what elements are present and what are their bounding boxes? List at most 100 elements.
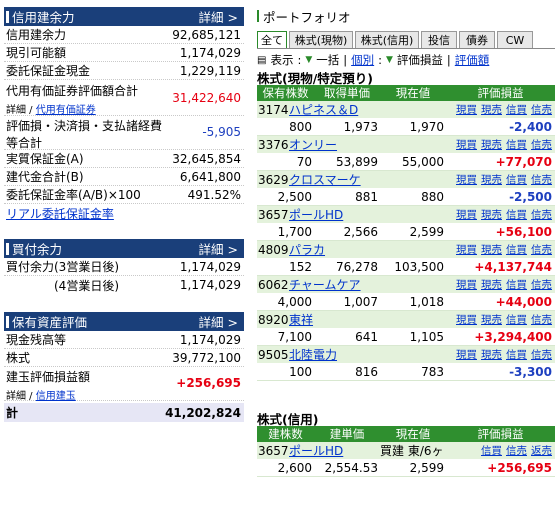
stock-item: 3376 オンリー 現買 現売 信買 信売 70 53,899 55,000 +77,070 — [257, 136, 555, 171]
stock-name-link[interactable]: ポールHD — [289, 444, 344, 458]
real-margin-rate-row: リアル委託保証金率 — [4, 204, 244, 222]
info-label: 建代金合計(B) — [6, 170, 84, 184]
cash-sell-link[interactable]: 現売 — [481, 139, 502, 151]
margin-sell-link[interactable]: 信売 — [531, 314, 552, 326]
margin-buy-link[interactable]: 信買 — [506, 314, 527, 326]
tab-bond[interactable]: 債券 — [459, 31, 495, 48]
stock-name-link[interactable]: オンリー — [289, 138, 338, 152]
stock-price: 103,500 — [394, 259, 444, 274]
margin-sell-link[interactable]: 信売 — [531, 349, 552, 361]
buying-power-value: 1,174,029 — [179, 278, 241, 292]
close-sell-link[interactable]: 返売 — [531, 445, 552, 457]
credit-capacity-title: 信用建余力 — [12, 10, 75, 25]
info-row: 委託保証金現金 1,229,119 — [4, 62, 244, 80]
display-label: 表示 — [270, 53, 294, 67]
stock-name-link[interactable]: 北陸電力 — [289, 348, 338, 362]
margin-buy-link[interactable]: 信買 — [506, 349, 527, 361]
stock-name-link[interactable]: クロスマーケ — [289, 173, 361, 187]
holdings-header: 保有資産評価 詳細 > — [4, 312, 244, 331]
cash-sell-link[interactable]: 現売 — [481, 314, 502, 326]
cash-buy-link[interactable]: 現買 — [456, 349, 477, 361]
position-cost: 2,554.53 — [324, 460, 378, 475]
real-margin-rate-link[interactable]: リアル委託保証金率 — [6, 206, 114, 221]
buying-detail-link[interactable]: 詳細 > — [198, 242, 238, 257]
margin-buy-link[interactable]: 信買 — [506, 174, 527, 186]
stock-pl: +56,100 — [495, 224, 552, 239]
stock-code: 6062 — [258, 277, 289, 292]
stock-name-link[interactable]: ハピネス＆D — [289, 103, 359, 117]
cash-sell-link[interactable]: 現売 — [481, 104, 502, 116]
amount-link[interactable]: 評価額 — [454, 53, 490, 67]
buying-power-label: (4営業日後) — [54, 278, 119, 293]
tab-cash-stock[interactable]: 株式(現物) — [289, 31, 353, 48]
stock-cost: 881 — [355, 189, 378, 204]
holdings-row: 現金残高等 1,174,029 — [4, 331, 244, 349]
stock-name-link[interactable]: パラカ — [289, 243, 326, 257]
tab-margin-stock[interactable]: 株式(信用) — [355, 31, 419, 48]
margin-buy-link[interactable]: 信買 — [481, 445, 502, 457]
title-bar-icon — [257, 10, 259, 22]
position-pl-label: 建玉評価損益額 — [6, 370, 91, 384]
margin-buy-link[interactable]: 信買 — [506, 104, 527, 116]
margin-sell-link[interactable]: 信売 — [531, 174, 552, 186]
position-detail-text: 詳細 / — [6, 391, 36, 402]
cash-sell-link[interactable]: 現売 — [481, 349, 502, 361]
cash-buy-link[interactable]: 現買 — [456, 104, 477, 116]
header-bar-icon — [6, 315, 9, 328]
all-link[interactable]: 一括 — [316, 53, 340, 67]
securities-detail-link[interactable]: 代用有価証券 — [35, 105, 96, 116]
stock-item: 6062 チャームケア 現買 現売 信買 信売 4,000 1,007 1,018 +44,000 — [257, 276, 555, 311]
margin-sell-link[interactable]: 信売 — [531, 139, 552, 151]
margin-buy-link[interactable]: 信買 — [506, 279, 527, 291]
margin-sell-link[interactable]: 信売 — [531, 244, 552, 256]
cash-buy-link[interactable]: 現買 — [456, 279, 477, 291]
cash-buy-link[interactable]: 現買 — [456, 314, 477, 326]
pl-link[interactable]: 評価損益 — [396, 53, 443, 67]
losses-expenses-label-2: 等合計 — [6, 136, 43, 150]
margin-buy-link[interactable]: 信買 — [506, 209, 527, 221]
holdings-title: 保有資産評価 — [12, 315, 88, 330]
stock-qty: 4,000 — [277, 294, 312, 309]
margin-stock-item: 3657 ポールHD 買建 東/6ヶ 信買 信売 返売 2,600 2,554.… — [257, 442, 555, 477]
position-pl: +256,695 — [487, 460, 552, 475]
cash-sell-link[interactable]: 現売 — [481, 279, 502, 291]
holdings-value: 39,772,100 — [172, 350, 241, 365]
stock-name-link[interactable]: ポールHD — [289, 208, 344, 222]
tab-fund[interactable]: 投信 — [421, 31, 457, 48]
info-row: 建代金合計(B) 6,641,800 — [4, 168, 244, 186]
info-label: 信用建余力 — [6, 28, 67, 42]
info-label: 現引可能額 — [6, 46, 67, 60]
margin-position-link[interactable]: 信用建玉 — [35, 391, 76, 402]
tab-cw[interactable]: CW — [497, 31, 533, 48]
losses-expenses-row: 評価損・決済損・支払諸経費 等合計 -5,905 — [4, 116, 244, 150]
stock-pl: -3,300 — [509, 364, 552, 379]
cash-buy-link[interactable]: 現買 — [456, 244, 477, 256]
margin-buy-link[interactable]: 信買 — [506, 244, 527, 256]
info-row: 委託保証金率(A/B)×100 491.52% — [4, 186, 244, 204]
stock-item: 3174 ハピネス＆D 現買 現売 信買 信売 800 1,973 1,970 -2,400 — [257, 101, 555, 136]
securities-detail-text: 詳細 / — [6, 105, 36, 116]
info-row: 信用建余力 92,685,121 — [4, 26, 244, 44]
margin-sell-link[interactable]: 信売 — [506, 445, 527, 457]
header-bar-icon — [6, 10, 9, 23]
cash-buy-link[interactable]: 現買 — [456, 174, 477, 186]
stock-cost: 1,007 — [343, 294, 378, 309]
holdings-detail-link[interactable]: 詳細 > — [198, 315, 238, 330]
each-link[interactable]: 個別 — [351, 53, 375, 67]
cash-sell-link[interactable]: 現売 — [481, 174, 502, 186]
stock-name-link[interactable]: 東祥 — [289, 313, 314, 327]
stock-code: 3629 — [258, 172, 289, 187]
cash-sell-link[interactable]: 現売 — [481, 209, 502, 221]
margin-sell-link[interactable]: 信売 — [531, 104, 552, 116]
cash-buy-link[interactable]: 現買 — [456, 209, 477, 221]
stock-name-link[interactable]: チャームケア — [289, 278, 361, 292]
col-cost: 取得単価 — [324, 86, 370, 100]
stock-pl: -2,400 — [509, 119, 552, 134]
margin-sell-link[interactable]: 信売 — [531, 209, 552, 221]
cash-buy-link[interactable]: 現買 — [456, 139, 477, 151]
margin-sell-link[interactable]: 信売 — [531, 279, 552, 291]
credit-detail-link[interactable]: 詳細 > — [198, 10, 238, 25]
margin-buy-link[interactable]: 信買 — [506, 139, 527, 151]
cash-sell-link[interactable]: 現売 — [481, 244, 502, 256]
tab-all[interactable]: 全て — [257, 31, 287, 48]
